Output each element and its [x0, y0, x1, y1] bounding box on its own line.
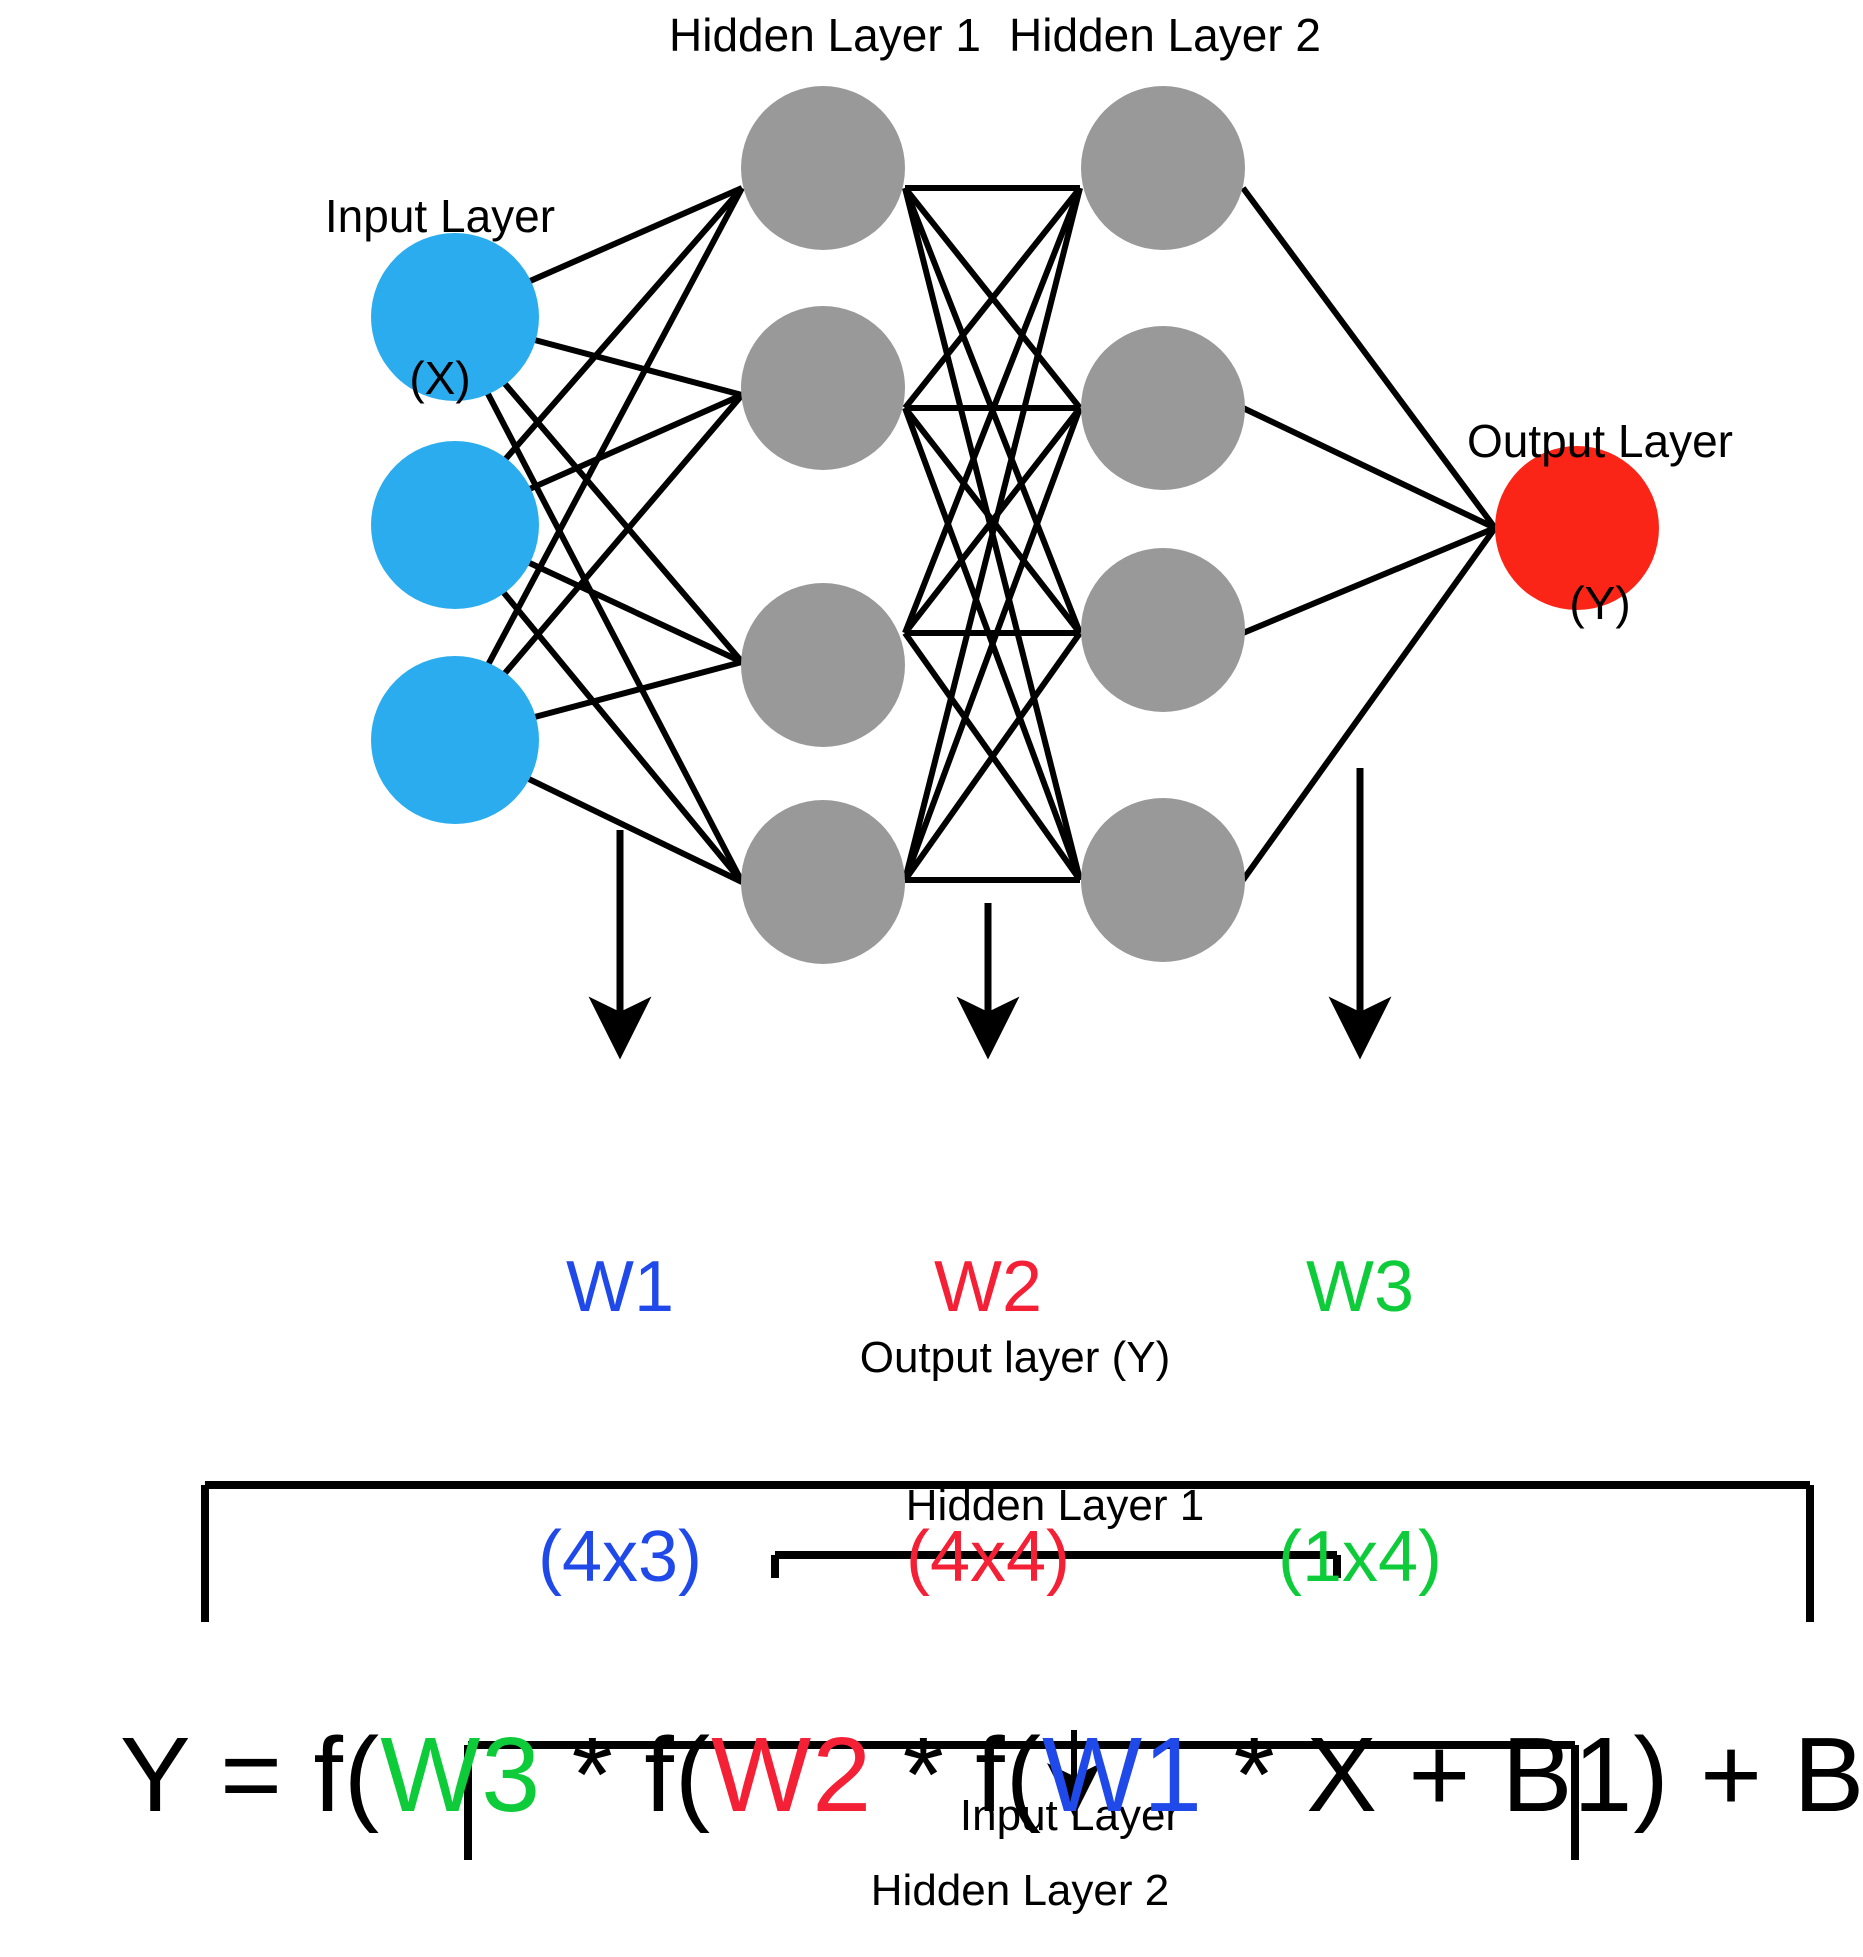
weight-label-w1-name: W1 [566, 1247, 674, 1327]
bracket-output-layer [201, 1481, 1814, 1622]
input-layer-caption-line1: Input Layer [324, 189, 556, 242]
weight-label-w3: W3 (1x4) [1180, 1062, 1540, 1782]
weight-label-w3-shape: (1x4) [1277, 1517, 1443, 1597]
weight-label-w2-shape: (4x4) [905, 1517, 1071, 1597]
hidden1-node-1 [741, 86, 905, 250]
weight-label-w1-shape: (4x3) [537, 1517, 703, 1597]
output-node-1 [1495, 446, 1659, 610]
hidden-layer-2-nodes [1081, 86, 1245, 962]
eq-token-0: Y = f( [119, 1716, 381, 1834]
bracket-caption-hidden-layer-2: Hidden Layer 2 [870, 1866, 1170, 1915]
output-layer-caption-line1: Output Layer [1467, 414, 1733, 467]
weight-label-w3-name: W3 [1306, 1247, 1414, 1327]
weight-arrows [588, 768, 1392, 1060]
bracket-caption-input-layer: Input Layer [959, 1791, 1181, 1840]
input-layer-caption-line2: (X) [409, 352, 471, 405]
input-layer-nodes [371, 233, 539, 824]
hidden2-node-3 [1081, 548, 1245, 712]
bracket-hidden-layer-1 [771, 1551, 1341, 1578]
hidden2-node-2 [1081, 326, 1245, 490]
input-node-1 [371, 233, 539, 401]
bracket-caption-output-layer: Output layer (Y) [859, 1333, 1171, 1382]
network-equation: Y = f(W3 * f(W2 * f(W1 * X + B1) + B2) +… [0, 1594, 1863, 1957]
hidden1-node-2 [741, 306, 905, 470]
edges-hidden1-to-hidden2 [902, 185, 1083, 883]
weight-label-w2-name: W2 [934, 1247, 1042, 1327]
hidden-layer-1-caption: Hidden Layer 1 [669, 9, 981, 61]
bracket-caption-hidden-layer-1: Hidden Layer 1 [905, 1481, 1205, 1530]
eq-token-2: * f( [541, 1716, 712, 1834]
eq-token-4: * f( [872, 1716, 1043, 1834]
output-layer-caption: Output Layer (Y) [1400, 305, 1800, 739]
eq-token-w1: W1 [1042, 1716, 1204, 1834]
hidden1-node-3 [741, 583, 905, 747]
output-layer-nodes [1495, 446, 1659, 610]
input-layer-caption: Input Layer (X) [250, 80, 630, 514]
hidden1-node-4 [741, 800, 905, 964]
eq-token-w3: W3 [380, 1716, 542, 1834]
eq-token-6: * X + B1) + B2) + B3) [1233, 1716, 1863, 1834]
hidden2-node-4 [1081, 798, 1245, 962]
hidden-layer-2-caption: Hidden Layer 2 [1009, 9, 1321, 61]
weight-label-w2: W2 (4x4) [808, 1062, 1168, 1782]
hidden2-node-1 [1081, 86, 1245, 250]
edges-hidden2-to-output [1240, 186, 1498, 882]
weight-label-w1: W1 (4x3) [440, 1062, 800, 1782]
bracket-hidden-layer-2 [464, 1741, 1579, 1860]
output-layer-caption-line2: (Y) [1569, 577, 1631, 630]
input-node-2 [371, 441, 539, 609]
eq-token-w2: W2 [711, 1716, 873, 1834]
hidden-layer-1-nodes [741, 86, 905, 964]
input-node-3 [371, 656, 539, 824]
